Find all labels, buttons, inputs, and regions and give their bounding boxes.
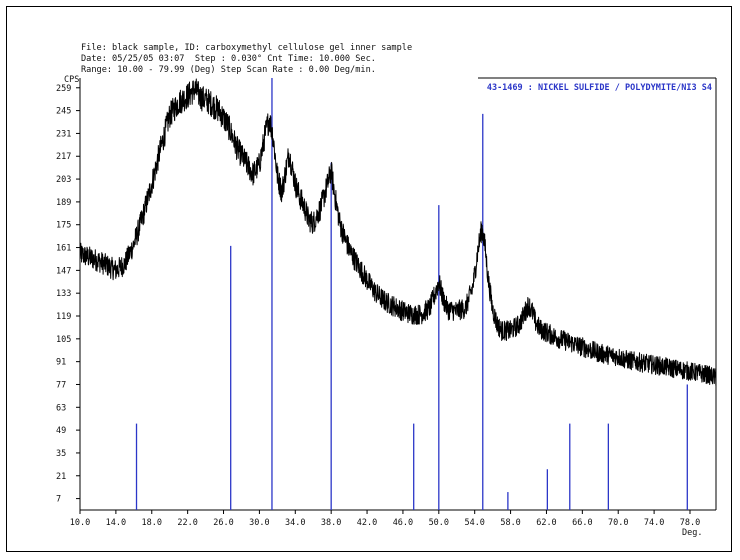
header-file-line: File: black sample, ID: carboxymethyl ce…	[81, 43, 413, 53]
y-tick-label: 7	[56, 495, 61, 505]
y-tick-label: 147	[56, 266, 71, 276]
y-tick-label: 231	[56, 129, 71, 139]
x-tick-label: 30.0	[249, 518, 269, 528]
x-tick-label: 58.0	[500, 518, 520, 528]
y-tick-label: 91	[56, 358, 66, 368]
x-tick-label: 62.0	[536, 518, 556, 528]
y-tick-label: 119	[56, 312, 71, 322]
y-tick-label: 133	[56, 289, 71, 299]
x-tick-label: 26.0	[213, 518, 233, 528]
y-tick-label: 189	[56, 198, 71, 208]
y-tick-label: 105	[56, 335, 71, 345]
x-tick-label: 50.0	[429, 518, 449, 528]
x-tick-label: 34.0	[285, 518, 305, 528]
x-tick-label: 42.0	[357, 518, 377, 528]
y-tick-label: 245	[56, 107, 71, 117]
y-tick-label: 175	[56, 221, 71, 231]
x-tick-label: 18.0	[142, 518, 162, 528]
x-tick-label: 74.0	[644, 518, 664, 528]
x-tick-label: 70.0	[608, 518, 628, 528]
x-tick-label: 54.0	[464, 518, 484, 528]
reference-lines	[135, 78, 688, 510]
y-axis-label: CPS	[64, 75, 79, 85]
chart-frame	[6, 6, 732, 552]
header-date-line: Date: 05/25/05 03:07 Step : 0.030° Cnt T…	[81, 54, 376, 64]
y-tick-label: 77	[56, 380, 66, 390]
y-tick-label: 259	[56, 84, 71, 94]
axes	[79, 77, 717, 511]
x-tick-label: 22.0	[177, 518, 197, 528]
phase-legend: 43-1469 : NICKEL SULFIDE / POLYDYMITE/NI…	[487, 83, 712, 93]
x-tick-label: 78.0	[680, 518, 700, 528]
x-tick-label: 66.0	[572, 518, 592, 528]
header-range-line: Range: 10.00 - 79.99 (Deg) Step Scan Rat…	[81, 65, 376, 75]
x-axis-unit: Deg.	[682, 528, 702, 538]
x-tick-label: 10.0	[70, 518, 90, 528]
y-tick-label: 161	[56, 244, 71, 254]
diffraction-trace	[79, 78, 717, 386]
y-ticks: 7 21 35 49 63 77 91 105 119 133 147 161 175 189 203 217…	[56, 84, 80, 505]
y-tick-label: 21	[56, 472, 66, 482]
y-tick-label: 203	[56, 175, 71, 185]
y-tick-label: 49	[56, 426, 66, 436]
x-tick-label: 46.0	[393, 518, 413, 528]
y-tick-label: 63	[56, 403, 66, 413]
y-tick-label: 35	[56, 449, 66, 459]
y-tick-label: 217	[56, 152, 71, 162]
x-tick-label: 14.0	[106, 518, 126, 528]
x-tick-label: 38.0	[321, 518, 341, 528]
x-ticks: 10.0 14.0 18.0 22.0 26.0 30.0 34.0 38.0 42.0 46.0…	[70, 510, 700, 528]
